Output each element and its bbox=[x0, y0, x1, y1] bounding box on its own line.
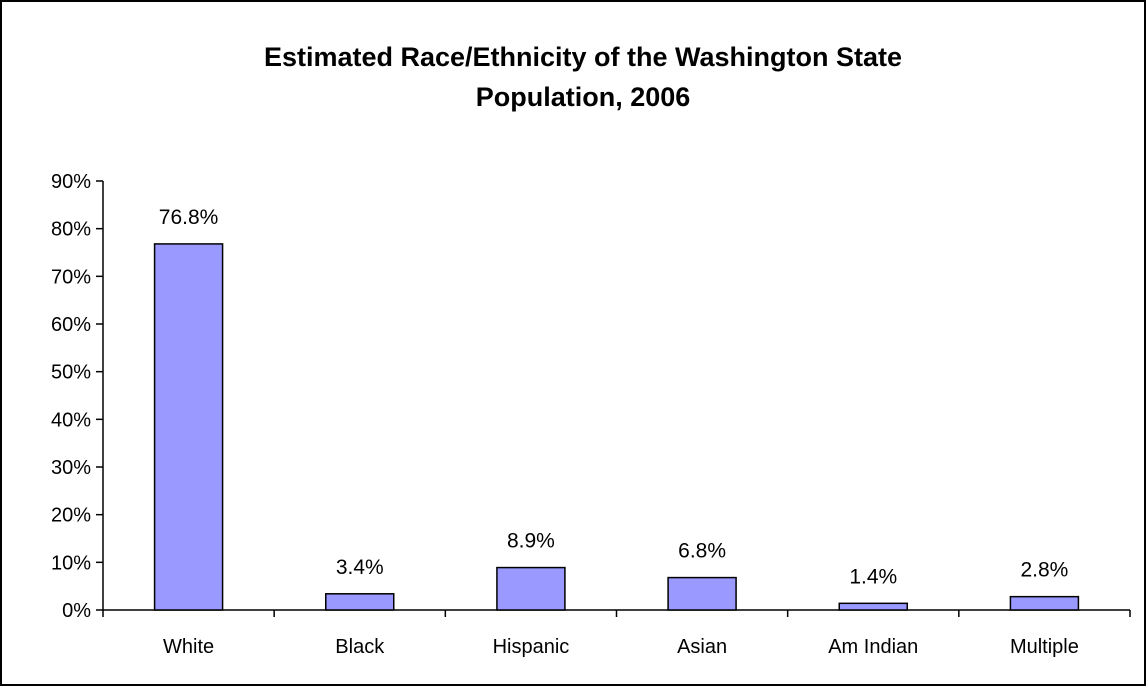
data-label: 1.4% bbox=[849, 565, 897, 588]
y-tick-label: 0% bbox=[62, 600, 91, 622]
x-category-label: Asian bbox=[677, 636, 727, 658]
data-label: 2.8% bbox=[1020, 559, 1068, 582]
bar-white bbox=[153, 243, 224, 611]
x-category-label: Multiple bbox=[1010, 636, 1079, 658]
data-label: 3.4% bbox=[336, 556, 384, 579]
y-tick-label: 20% bbox=[51, 505, 91, 527]
bar-asian bbox=[667, 576, 737, 611]
chart-title-line-1: Estimated Race/Ethnicity of the Washingt… bbox=[264, 42, 902, 72]
x-category-label: Hispanic bbox=[493, 636, 570, 658]
y-tick-label: 30% bbox=[51, 457, 91, 479]
y-tick-label: 10% bbox=[51, 552, 91, 574]
chart-title-line-2: Population, 2006 bbox=[476, 82, 691, 112]
y-tick-label: 50% bbox=[51, 362, 91, 384]
x-category-label: White bbox=[163, 636, 214, 658]
bar-am-indian bbox=[838, 602, 908, 611]
y-tick-label: 80% bbox=[51, 219, 91, 241]
y-tick-label: 90% bbox=[51, 171, 91, 193]
y-tick-label: 70% bbox=[51, 266, 91, 288]
x-category-label: Black bbox=[335, 636, 385, 658]
y-tick-label: 60% bbox=[51, 314, 91, 336]
bar-black bbox=[325, 593, 395, 611]
data-label: 76.8% bbox=[159, 206, 219, 229]
plot-area: 0% 10% 20% 30% 40% 50% 60% 70% 80% 90% 76.8% White 3… bbox=[51, 171, 1131, 658]
data-label: 6.8% bbox=[678, 540, 726, 563]
x-category-label: Am Indian bbox=[828, 636, 918, 658]
data-label: 8.9% bbox=[507, 530, 555, 553]
bar-hispanic bbox=[496, 566, 566, 611]
y-tick-label: 40% bbox=[51, 409, 91, 431]
bar-multiple bbox=[1009, 595, 1080, 611]
